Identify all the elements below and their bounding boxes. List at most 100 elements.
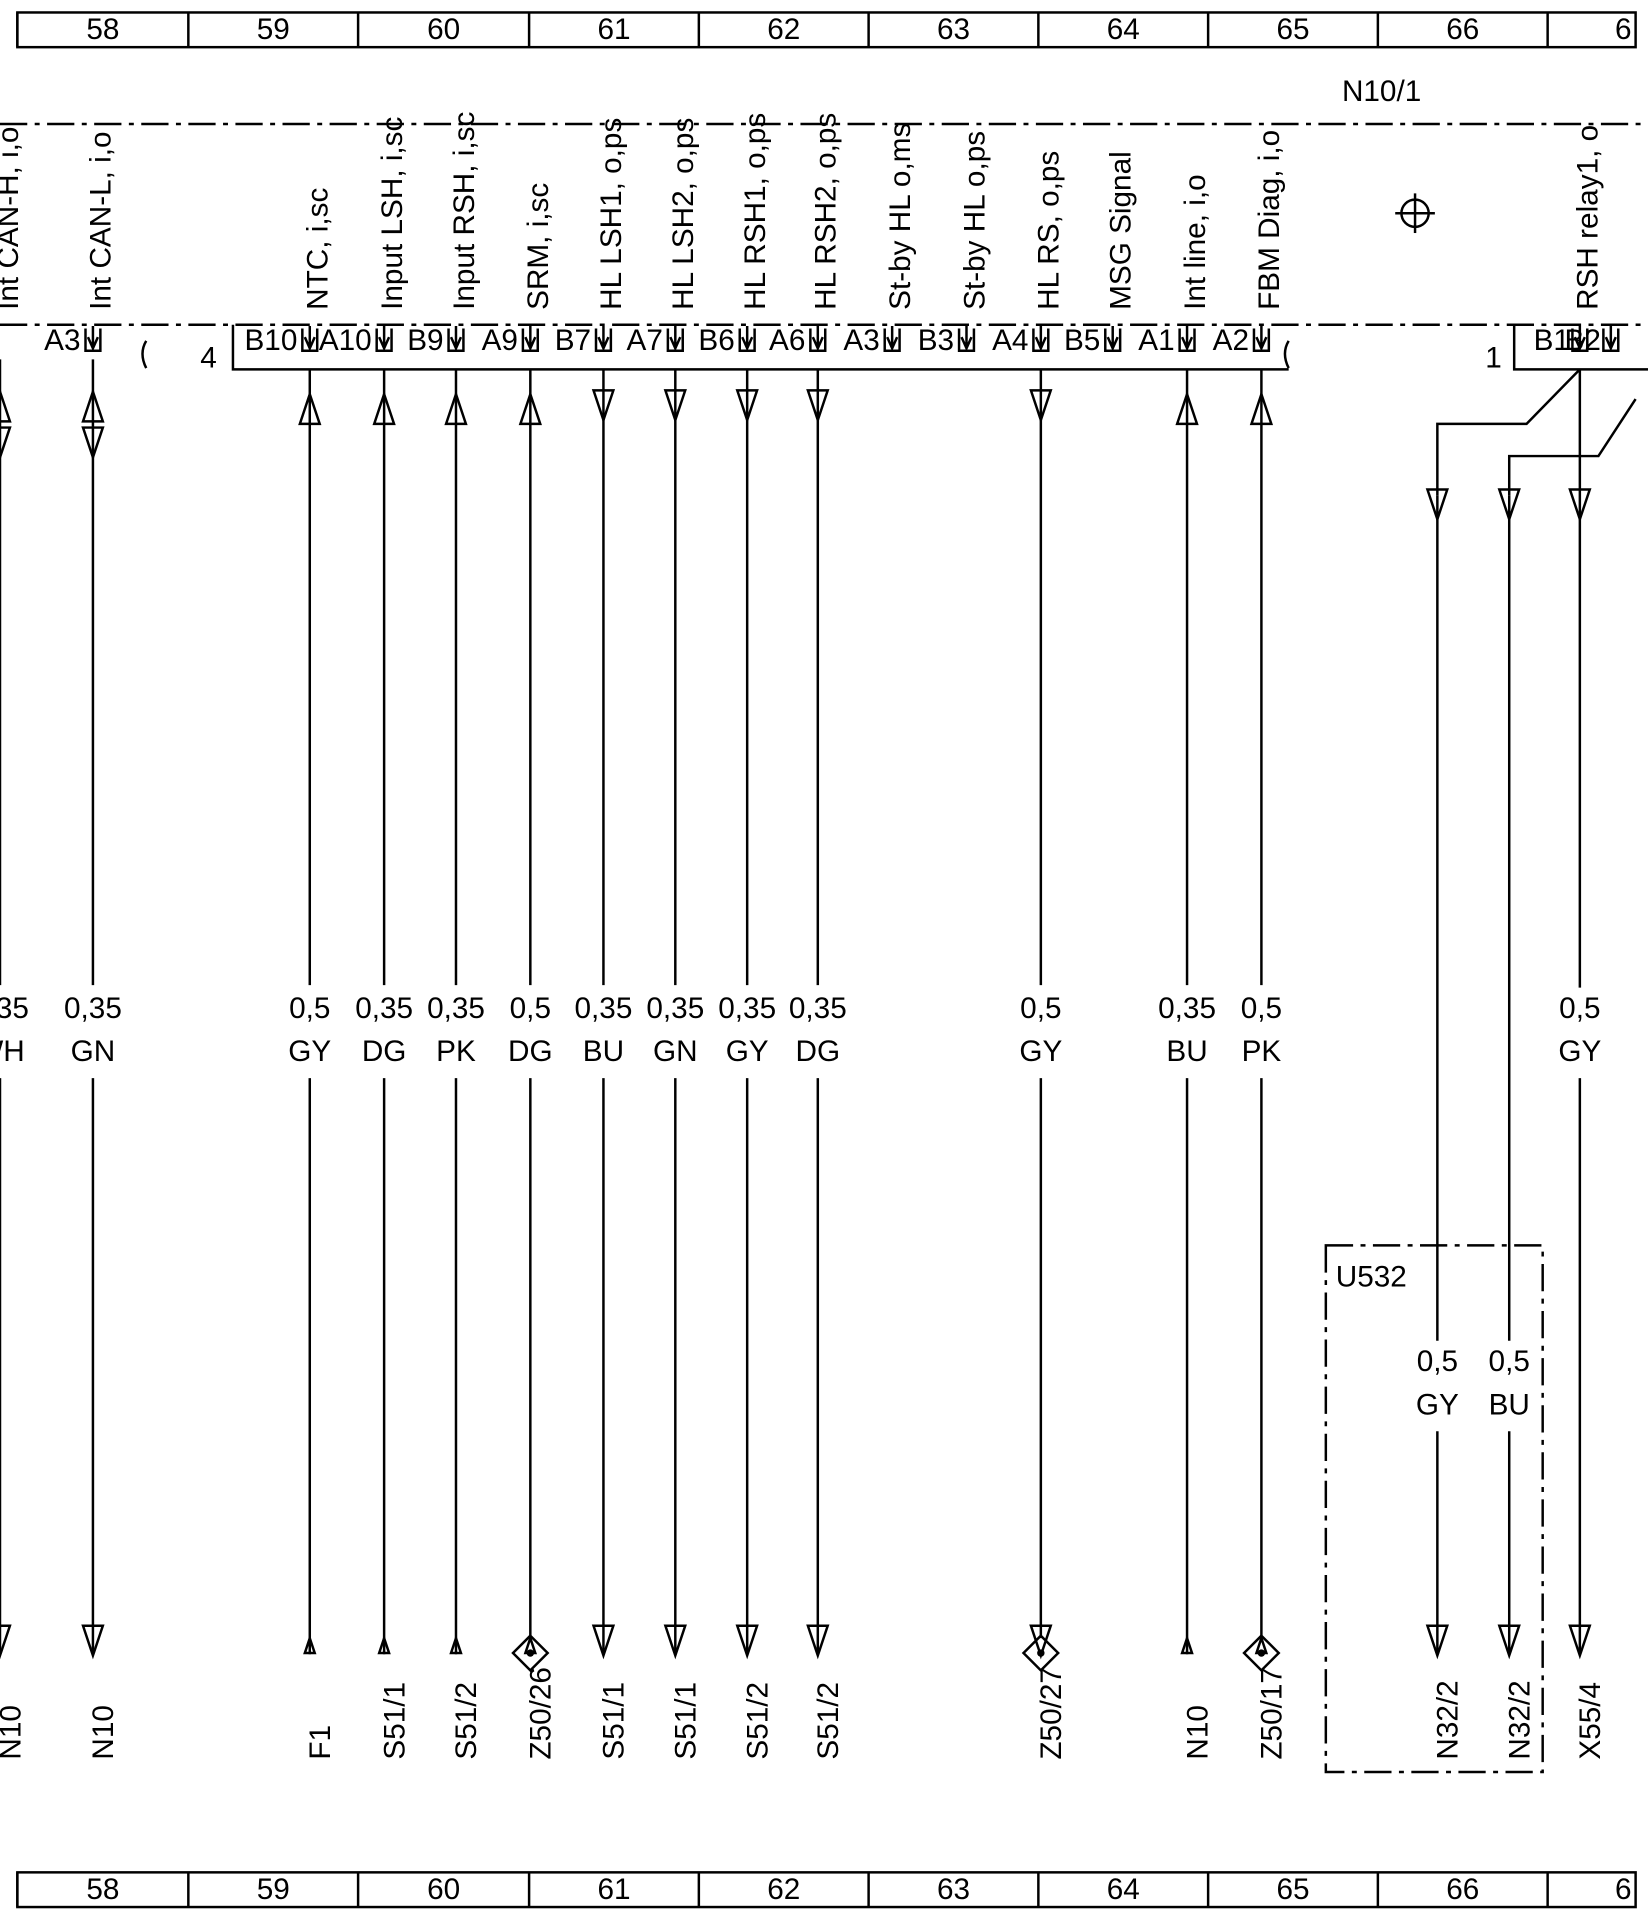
pin-function: Int CAN-L, i,o: [85, 131, 118, 309]
arrow: [1568, 488, 1592, 524]
pin-label: A1: [1138, 324, 1174, 357]
column-number: 59: [257, 1873, 290, 1906]
arrow: [663, 389, 687, 425]
ground-symbol: [1395, 193, 1435, 234]
wire-color: GY: [1416, 1388, 1459, 1421]
wire-color: BU: [1166, 1035, 1207, 1068]
wire-destination: Z50/17: [1256, 1667, 1289, 1760]
wire-color: DG: [362, 1035, 407, 1068]
arrow: [298, 390, 322, 426]
end-mark: [303, 1634, 317, 1655]
wire-destination: S51/2: [741, 1682, 774, 1760]
column-number: 60: [427, 1873, 460, 1906]
wire-branch: [1436, 368, 1637, 496]
arrow: [1425, 488, 1449, 524]
arrow: [1029, 389, 1053, 425]
pin-arrow: [811, 325, 824, 352]
arrow: [372, 390, 396, 426]
wire-size: 0,35: [646, 992, 704, 1025]
arrow: [0, 387, 12, 423]
pin-label: B6: [698, 324, 734, 357]
pin-function: NTC, i,sc: [302, 188, 335, 310]
pin-arrow: [86, 325, 100, 352]
arrow: [591, 389, 616, 425]
splice-symbol: [511, 1633, 550, 1673]
wire-size: 0,35: [64, 992, 122, 1025]
column-number: 66: [1446, 1873, 1479, 1906]
arrow: [444, 390, 468, 426]
column-number: 60: [427, 13, 460, 46]
arrow: [1497, 488, 1521, 524]
end-mark: [377, 1634, 391, 1655]
column-number: 58: [86, 13, 119, 46]
end-arrow: [663, 1624, 687, 1660]
pin-arrow: [524, 325, 537, 352]
pin-function: HL LSH2, o,ps: [667, 118, 700, 310]
pin-arrow: [378, 325, 391, 352]
pin-label: B7: [555, 324, 591, 357]
pin-label: A4: [992, 324, 1028, 357]
wire-destination: N10: [87, 1705, 120, 1760]
arrow: [518, 390, 542, 426]
wire-color: DG: [796, 1035, 841, 1068]
wire-color: GN: [653, 1035, 698, 1068]
pin-label: A3: [44, 324, 80, 357]
pin-function: FBM Diag, i,o: [1253, 130, 1286, 310]
wire-destination: S51/2: [812, 1682, 845, 1760]
wire-color: GY: [288, 1035, 331, 1068]
wire-color: GN: [71, 1035, 116, 1068]
column-number: 65: [1276, 13, 1309, 46]
column-number: 61: [597, 1873, 630, 1906]
wire-color: GY: [726, 1035, 769, 1068]
splice-dot: [526, 1649, 535, 1657]
wire-destination: N32/2: [1503, 1680, 1536, 1759]
pin-arrow: [1255, 325, 1268, 352]
column-number: 6: [1615, 1873, 1632, 1906]
pin-arrow: [1573, 325, 1586, 352]
wire-color: BU: [1489, 1388, 1530, 1421]
end-arrow: [1425, 1624, 1449, 1660]
wire-destination: S51/1: [378, 1682, 411, 1760]
column-number: 64: [1107, 1873, 1140, 1906]
connector-label: 1: [1485, 341, 1502, 374]
column-number: 65: [1276, 1873, 1309, 1906]
wire-color: BU: [583, 1035, 624, 1068]
wire-color: GY: [1558, 1035, 1601, 1068]
pin-arrow: [303, 325, 316, 352]
wire-size: 0,35: [355, 992, 413, 1025]
u532-box: [1324, 1244, 1544, 1774]
arrow: [0, 426, 12, 462]
end-mark: [449, 1634, 463, 1655]
column-number: 64: [1107, 13, 1140, 46]
pin-label: B1: [1534, 324, 1570, 357]
end-arrow: [735, 1624, 759, 1660]
splice-dot: [1257, 1649, 1266, 1657]
wire-destination: N10: [0, 1705, 27, 1760]
pin-label: B5: [1064, 324, 1100, 357]
column-number: 58: [86, 1873, 119, 1906]
wire-size: 0,35: [427, 992, 485, 1025]
pin-function: HL RSH2, o,ps: [810, 113, 843, 310]
splice-symbol: [1242, 1633, 1281, 1673]
pin-function: HL RSH1, o,ps: [739, 113, 772, 310]
connector-bracket: [141, 324, 1290, 371]
wire-destination: Z50/26: [525, 1667, 558, 1760]
pin-arrow: [1180, 325, 1194, 352]
arrow: [735, 389, 759, 425]
wire-destination: X55/4: [1574, 1682, 1607, 1760]
splice-dot: [1037, 1649, 1045, 1657]
arrow: [81, 387, 105, 423]
end-arrow: [1568, 1624, 1592, 1660]
pin-label: B3: [918, 324, 954, 357]
pin-function: Input LSH, i,sc: [376, 116, 409, 309]
column-number: 62: [767, 13, 800, 46]
arrow: [806, 389, 830, 425]
wire-color: PK: [436, 1035, 476, 1068]
wire-size: 0,35: [789, 992, 847, 1025]
pin-arrow: [960, 325, 973, 352]
pin-label: A2: [1213, 324, 1249, 357]
wire-size: 0,35: [718, 992, 776, 1025]
pin-arrow: [886, 325, 899, 352]
splice-symbol: [1021, 1633, 1060, 1673]
